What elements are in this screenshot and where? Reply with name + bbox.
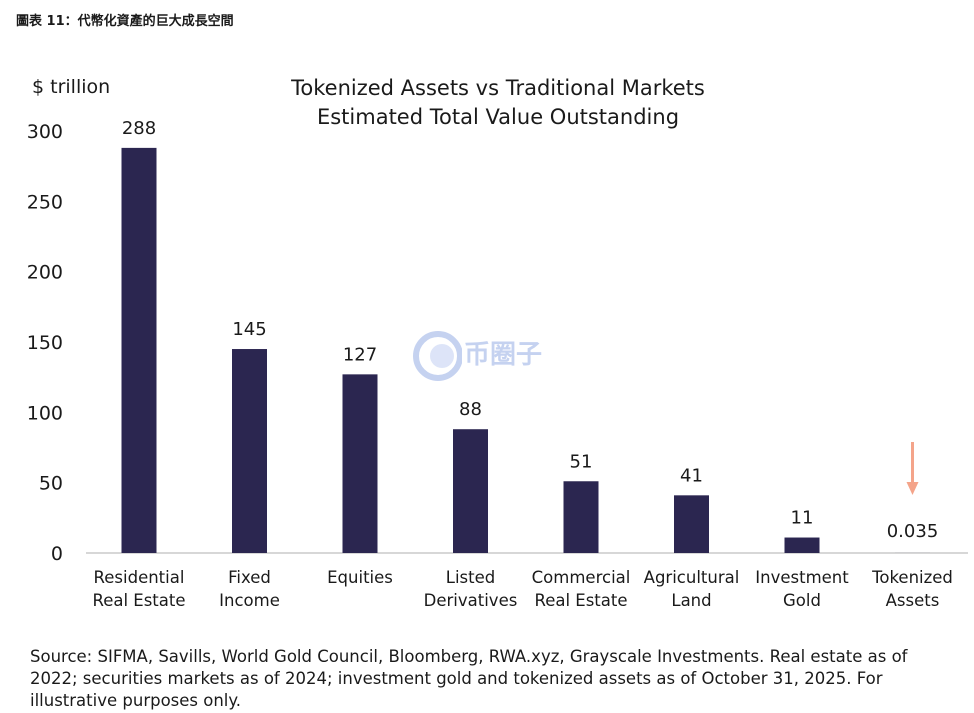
source-note: Source: SIFMA, Savills, World Gold Counc… <box>30 647 908 710</box>
bar <box>563 481 599 553</box>
chart-title: Tokenized Assets vs Traditional Markets <box>291 76 705 100</box>
figure-label: 圖表 11：代幣化資產的巨大成長空間 <box>16 14 234 29</box>
bar-chart: 0 50 100 150 200 250 300 288 Residential Real Est… <box>27 118 968 610</box>
y-tick-label: 250 <box>27 191 63 213</box>
y-tick-label: 200 <box>27 262 63 284</box>
x-tick-label: Investment Gold <box>755 568 849 610</box>
y-tick-label: 150 <box>27 332 63 354</box>
x-tick-label: Equities <box>327 568 393 587</box>
data-label: 145 <box>232 319 266 340</box>
x-tick-label: Listed Derivatives <box>424 568 518 610</box>
y-tick-label: 100 <box>27 402 63 424</box>
y-tick-label: 300 <box>27 121 63 143</box>
y-tick-label: 50 <box>39 473 63 495</box>
watermark: 币圈子 <box>412 326 562 386</box>
x-tick-label: Residential Real Estate <box>92 568 185 610</box>
x-tick-label: Commercial Real Estate <box>532 568 631 610</box>
data-label: 0.035 <box>887 521 939 542</box>
watermark-text: 币圈子 <box>464 340 543 370</box>
y-axis-unit-label: $ trillion <box>32 76 111 98</box>
bar <box>232 349 267 553</box>
chart-subtitle: Estimated Total Value Outstanding <box>316 105 680 129</box>
y-tick-label: 0 <box>51 543 63 565</box>
bar <box>674 495 709 553</box>
data-label: 127 <box>343 344 377 365</box>
bar <box>342 374 378 553</box>
down-arrow-head-icon <box>906 482 919 495</box>
x-tick-label: Agricultural Land <box>644 568 740 610</box>
x-tick-label: Fixed Income <box>219 568 280 610</box>
data-label: 288 <box>122 118 156 139</box>
data-label: 11 <box>791 508 814 529</box>
bar <box>784 537 820 553</box>
data-label: 51 <box>570 451 593 472</box>
data-label: 41 <box>680 465 703 486</box>
bar <box>453 429 488 553</box>
data-label: 88 <box>459 399 482 420</box>
bar <box>121 147 157 553</box>
x-tick-label: Tokenized Assets <box>871 568 953 610</box>
watermark-logo-icon <box>413 331 463 381</box>
